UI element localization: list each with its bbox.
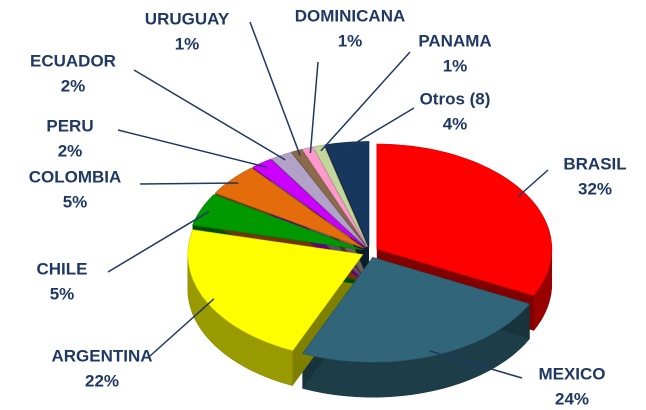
slice bbox=[252, 158, 366, 248]
value-label: 4% bbox=[443, 114, 468, 133]
slice bbox=[270, 151, 367, 248]
value-label: 5% bbox=[50, 284, 75, 303]
leader-line bbox=[107, 210, 210, 273]
leader-line bbox=[117, 129, 267, 168]
pie-tops bbox=[187, 141, 553, 363]
leader-line bbox=[429, 350, 523, 379]
category-label: URUGUAY bbox=[145, 9, 230, 28]
leader-line bbox=[139, 182, 239, 185]
slice bbox=[324, 141, 370, 247]
value-label: 24% bbox=[555, 389, 589, 408]
value-label: 22% bbox=[85, 371, 119, 390]
category-label: CHILE bbox=[37, 259, 88, 278]
category-label: PANAMA bbox=[418, 31, 491, 50]
category-label: ECUADOR bbox=[30, 51, 116, 70]
leader-line bbox=[309, 61, 319, 154]
slice bbox=[302, 256, 531, 363]
category-label: BRASIL bbox=[563, 154, 626, 173]
slice bbox=[187, 229, 364, 352]
slice bbox=[192, 194, 363, 251]
slice bbox=[312, 144, 368, 247]
value-label: 2% bbox=[61, 76, 86, 95]
leader-line bbox=[133, 69, 286, 161]
value-label: 32% bbox=[578, 179, 612, 198]
category-label: Otros (8) bbox=[420, 89, 491, 108]
category-label: DOMINICANA bbox=[295, 6, 406, 25]
value-label: 1% bbox=[338, 31, 363, 50]
category-label: ARGENTINA bbox=[51, 346, 152, 365]
labels: BRASIL 32% MEXICO 24% ARGENTINA 22% CHILE 5% COL… bbox=[29, 6, 627, 408]
value-label: 1% bbox=[443, 56, 468, 75]
leader-line bbox=[149, 298, 215, 357]
value-label: 1% bbox=[175, 34, 200, 53]
leader-line bbox=[320, 51, 411, 152]
leader-line bbox=[347, 107, 415, 149]
slice bbox=[291, 149, 368, 248]
value-label: 2% bbox=[58, 141, 83, 160]
leader-line bbox=[249, 21, 301, 156]
slice bbox=[301, 146, 368, 247]
slice bbox=[214, 167, 365, 249]
category-label: COLOMBIA bbox=[29, 167, 122, 186]
category-label: MEXICO bbox=[538, 364, 605, 383]
leader-line bbox=[517, 169, 549, 198]
value-label: 5% bbox=[63, 192, 88, 211]
category-label: PERU bbox=[46, 116, 93, 135]
slice bbox=[376, 143, 553, 297]
